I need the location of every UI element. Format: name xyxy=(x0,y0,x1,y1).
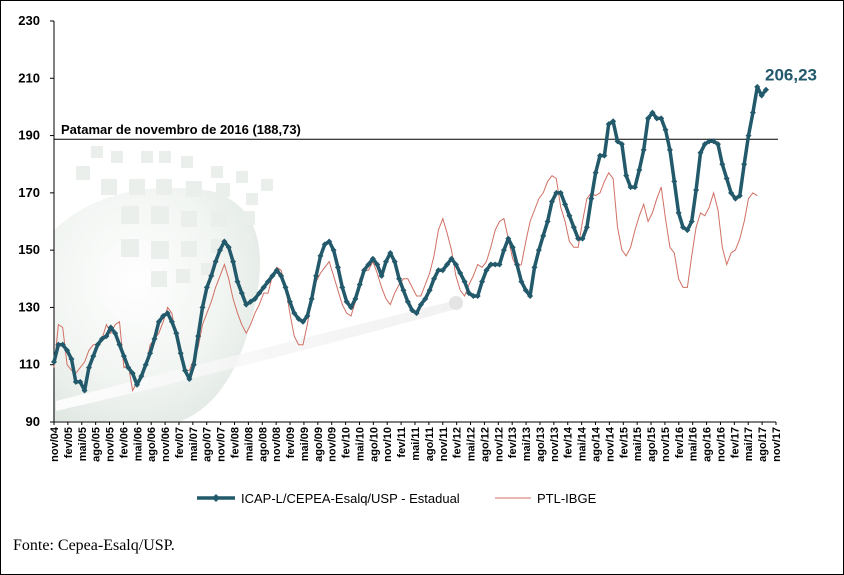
x-tick-label: nov/11 xyxy=(438,427,450,461)
x-tick-label: ago/15 xyxy=(646,427,658,462)
x-tick-label: fev/14 xyxy=(563,426,575,458)
x-tick-label: mai/09 xyxy=(299,427,311,461)
x-tick-label: fev/15 xyxy=(618,427,630,458)
x-tick-label: mai/10 xyxy=(354,427,366,461)
x-tick-label: ago/07 xyxy=(202,427,214,462)
x-tick-label: nov/06 xyxy=(160,427,172,462)
legend-marker-icap xyxy=(212,494,220,502)
x-tick-label: mai/08 xyxy=(243,427,255,461)
x-tick-label: nov/12 xyxy=(493,427,505,462)
x-tick-label: mai/07 xyxy=(188,427,200,461)
y-tick-label: 110 xyxy=(19,357,40,372)
x-tick-label: nov/07 xyxy=(216,427,228,462)
series-point-icap xyxy=(671,178,677,184)
x-tick-label: nov/10 xyxy=(382,427,394,462)
x-tick-label: ago/05 xyxy=(91,427,103,462)
x-tick-label: ago/16 xyxy=(702,427,714,462)
x-tick-label: mai/12 xyxy=(466,427,478,461)
x-tick-label: ago/14 xyxy=(591,426,603,462)
x-tick-label: ago/12 xyxy=(479,427,491,462)
x-tick-label: mai/11 xyxy=(410,427,422,461)
x-tick-label: ago/09 xyxy=(313,427,325,462)
reference-line: Patamar de novembro de 2016 (188,73) xyxy=(54,122,778,139)
x-tick-label: mai/15 xyxy=(632,427,644,461)
x-tick-label: nov/08 xyxy=(271,427,283,462)
x-tick-label: fev/05 xyxy=(63,427,75,458)
x-tick-label: fev/16 xyxy=(674,427,686,458)
x-tick-label: fev/11 xyxy=(396,427,408,458)
x-tick-label: fev/13 xyxy=(507,427,519,458)
y-tick-label: 170 xyxy=(18,185,40,200)
x-tick-label: mai/05 xyxy=(77,427,89,461)
x-tick-label: fev/10 xyxy=(341,427,353,458)
x-tick-label: mai/14 xyxy=(577,426,589,461)
x-tick-label: nov/09 xyxy=(327,427,339,462)
y-tick-label: 230 xyxy=(18,13,40,28)
legend: ICAP-L/CEPEA-Esalq/USP - Estadual PTL-IB… xyxy=(197,491,597,506)
x-tick-label: fev/09 xyxy=(285,427,297,458)
source-note: Fonte: Cepea-Esalq/USP. xyxy=(13,537,175,555)
x-tick-label: nov/04 xyxy=(49,426,61,462)
y-tick-label: 90 xyxy=(26,414,40,429)
x-tick-label: ago/06 xyxy=(146,427,158,462)
x-tick-label: nov/17 xyxy=(771,427,783,462)
x-tick-label: mai/13 xyxy=(521,427,533,461)
y-tick-label: 210 xyxy=(18,70,40,85)
x-tick-label: nov/16 xyxy=(715,427,727,462)
x-tick-label: nov/14 xyxy=(604,426,616,462)
y-tick-label: 130 xyxy=(18,299,40,314)
x-tick-label: fev/06 xyxy=(118,427,130,458)
series-point-icap xyxy=(693,187,699,193)
x-tick-label: ago/13 xyxy=(535,427,547,462)
x-tick-label: ago/10 xyxy=(368,427,380,462)
legend-item-ptl: PTL-IBGE xyxy=(495,491,597,506)
y-axis-ticks: 90 110 130 150 170 190 210 230 xyxy=(18,13,54,429)
x-tick-label: fev/07 xyxy=(174,427,186,458)
reference-line-label: Patamar de novembro de 2016 (188,73) xyxy=(61,122,301,137)
x-tick-label: fev/17 xyxy=(729,427,741,458)
series-point-icap xyxy=(601,153,607,159)
x-tick-label: ago/17 xyxy=(757,427,769,462)
x-tick-label: fev/08 xyxy=(230,427,242,458)
x-tick-label: ago/11 xyxy=(424,427,436,461)
x-tick-label: ago/08 xyxy=(257,427,269,462)
legend-label-ptl: PTL-IBGE xyxy=(537,491,597,506)
end-value-label: 206,23 xyxy=(765,66,817,85)
x-tick-label: mai/17 xyxy=(743,427,755,461)
x-tick-label: mai/06 xyxy=(132,427,144,461)
x-tick-label: fev/12 xyxy=(452,427,464,458)
x-tick-label: nov/15 xyxy=(660,427,672,462)
x-tick-label: nov/05 xyxy=(105,427,117,462)
legend-label-icap: ICAP-L/CEPEA-Esalq/USP - Estadual xyxy=(241,491,460,506)
y-tick-label: 190 xyxy=(18,128,40,143)
y-tick-label: 150 xyxy=(18,242,40,257)
x-tick-label: nov/13 xyxy=(549,427,561,462)
x-tick-label: mai/16 xyxy=(688,427,700,461)
legend-item-icap: ICAP-L/CEPEA-Esalq/USP - Estadual xyxy=(197,491,460,506)
x-axis-ticks: nov/04 fev/05 mai/05 ago/05 nov/05 fev/06 mai/… xyxy=(49,422,783,462)
